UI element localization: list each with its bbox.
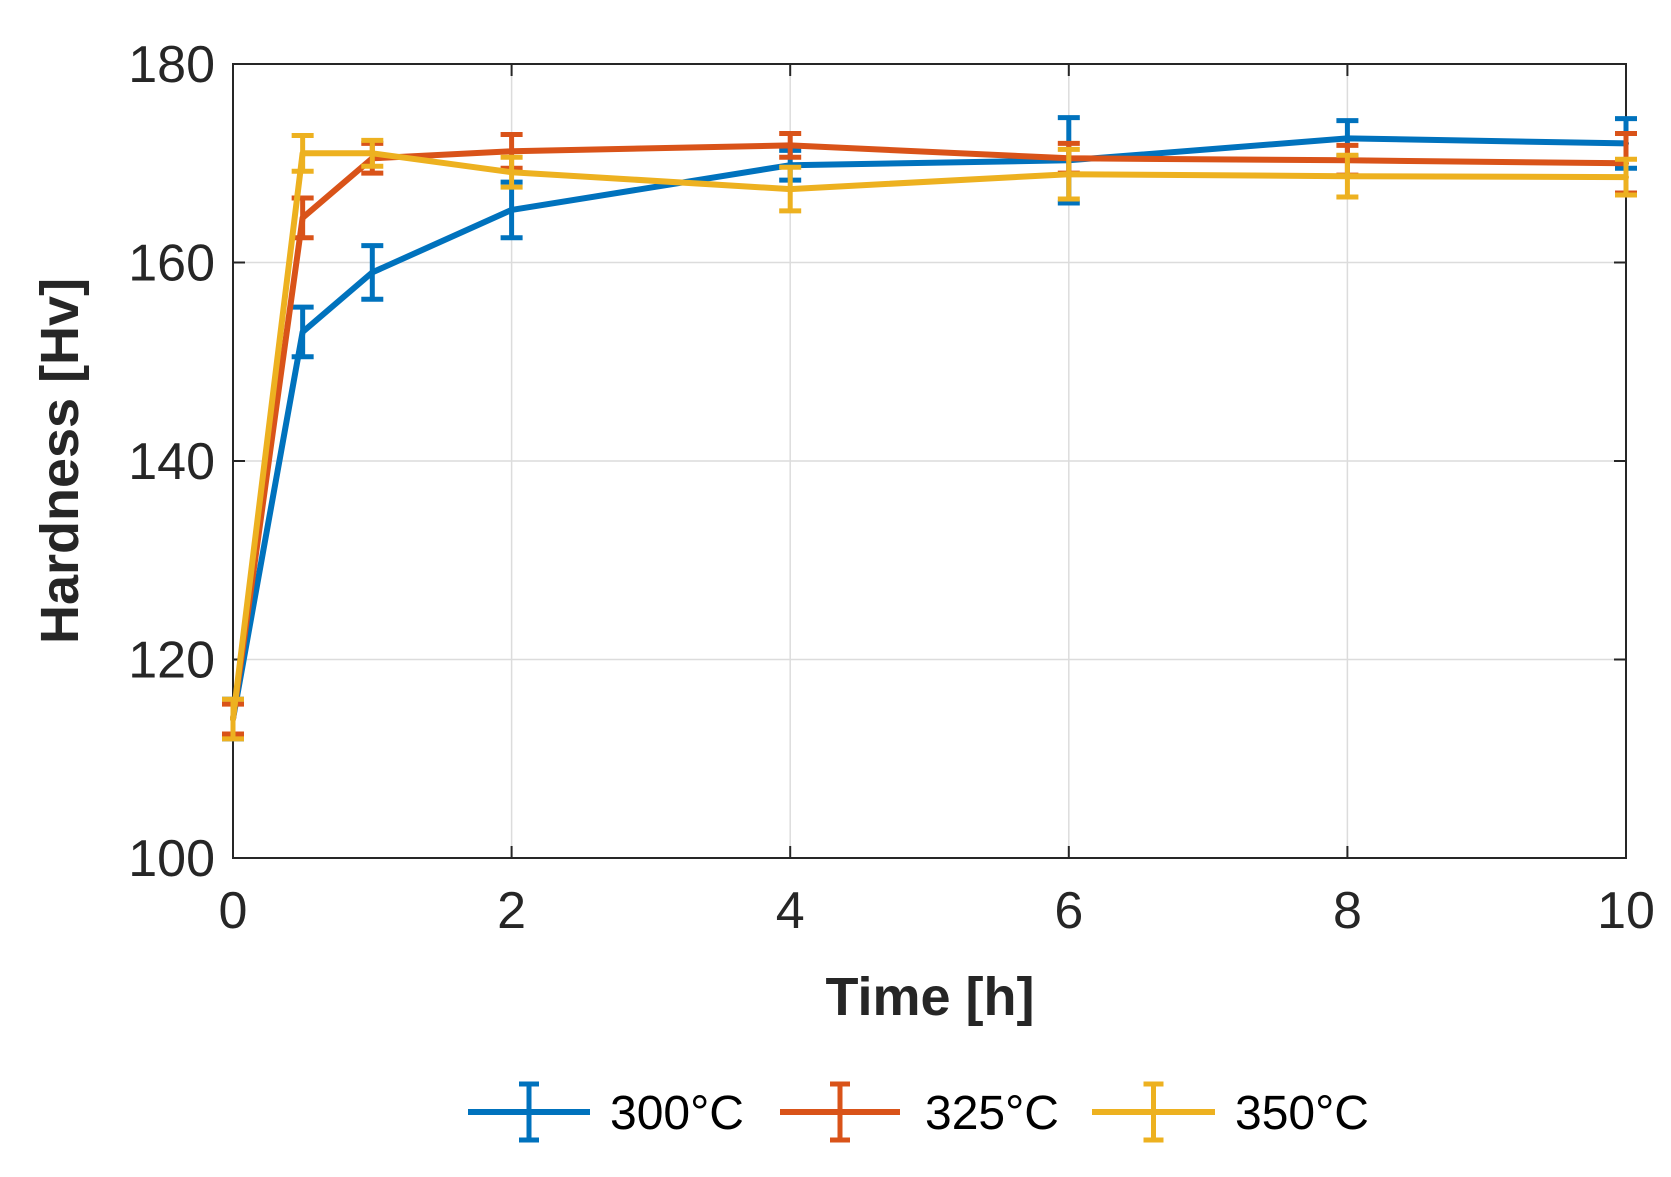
x-tick-label: 4	[776, 882, 805, 940]
series-group	[222, 115, 1637, 742]
y-tick-label: 140	[128, 433, 215, 491]
error-bar	[222, 696, 244, 742]
x-tick-label: 8	[1333, 882, 1362, 940]
y-axis: 100 120 140 160 180	[128, 36, 1626, 888]
series-line	[230, 135, 1629, 722]
series-350Cc	[222, 132, 1637, 742]
legend: 300°C 325°C 350°C	[468, 1081, 1369, 1143]
legend-item: 325°C	[780, 1081, 1059, 1143]
legend-label: 300°C	[610, 1087, 744, 1140]
y-tick-label: 120	[128, 632, 215, 690]
series-325Cc	[222, 130, 1637, 737]
error-bar	[1615, 156, 1637, 198]
error-bar	[779, 130, 802, 160]
series-line	[230, 142, 1629, 722]
error-bar	[1057, 146, 1080, 202]
series-line	[230, 150, 1629, 722]
x-tick-label: 10	[1597, 882, 1655, 940]
legend-label: 325°C	[925, 1087, 1059, 1140]
x-axis-label: Time [h]	[825, 967, 1034, 1027]
error-bar	[291, 132, 314, 174]
error-bar	[779, 164, 802, 214]
error-bar	[291, 304, 314, 360]
y-axis-label: Hardness [Hv]	[30, 278, 90, 644]
legend-item: 300°C	[468, 1081, 744, 1143]
error-bar	[500, 154, 523, 190]
legend-item: 350°C	[1092, 1081, 1369, 1143]
legend-label: 350°C	[1235, 1087, 1369, 1140]
y-tick-label: 100	[128, 830, 215, 888]
y-tick-label: 160	[128, 235, 215, 293]
error-bar	[1336, 152, 1359, 200]
x-tick-label: 6	[1054, 882, 1083, 940]
x-axis: 0 2 4 6 8 10	[219, 64, 1655, 940]
series-300Cc	[222, 115, 1637, 742]
x-tick-label: 2	[497, 882, 526, 940]
error-bar	[361, 243, 384, 302]
y-tick-label: 180	[128, 36, 215, 94]
error-bar	[361, 137, 384, 169]
x-tick-label: 0	[219, 882, 248, 940]
